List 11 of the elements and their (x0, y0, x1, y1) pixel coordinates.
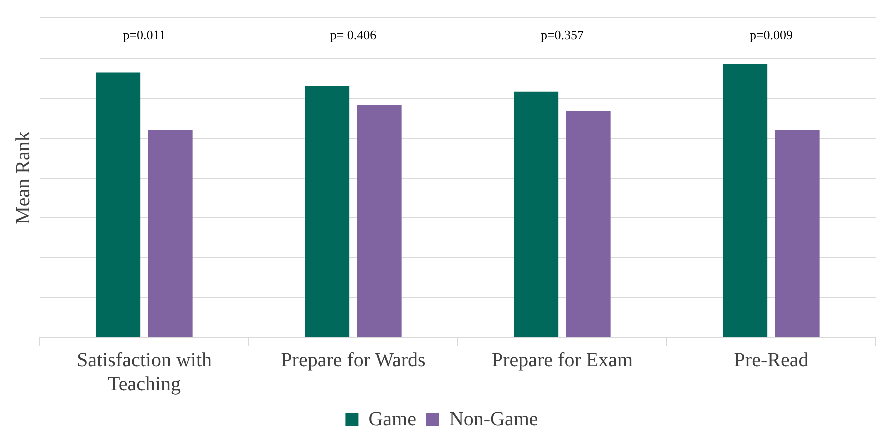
text: p=0.357 (540, 27, 585, 42)
x-tick-label: Pre-Read (734, 349, 809, 372)
text: p=0.009 (750, 27, 794, 42)
text: p=0.011 (123, 27, 166, 42)
text: p= 0.406 (330, 27, 378, 42)
legend-label: Game (368, 408, 417, 430)
x-tick-label: Satisfaction with Teaching (77, 349, 212, 396)
x-tick-label: Prepare for Wards (281, 349, 426, 372)
legend-label: Non-Game (449, 408, 538, 430)
y-axis-title: Mean Rank (12, 132, 34, 224)
x-tick-label: Prepare for Exam (492, 349, 634, 372)
